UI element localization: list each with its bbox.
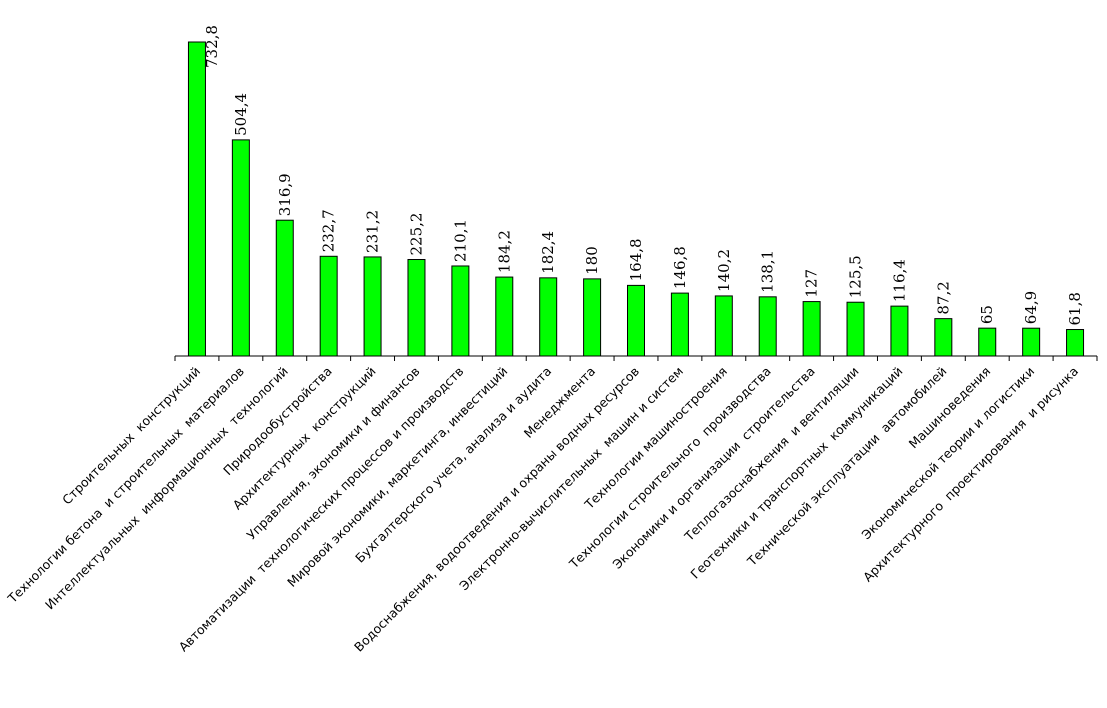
value-label: 146,8 bbox=[671, 246, 689, 289]
category-label: Геотехники и транспортных коммуникаций bbox=[687, 364, 905, 582]
bar-3 bbox=[275, 219, 294, 357]
bar-8 bbox=[495, 276, 514, 357]
value-label: 138,1 bbox=[759, 250, 777, 293]
bar-21 bbox=[1066, 329, 1085, 357]
bar-9 bbox=[539, 277, 558, 357]
category-label: Технической эксплуатации автомобилей bbox=[744, 364, 950, 570]
value-label: 232,7 bbox=[320, 209, 338, 252]
bar-6 bbox=[407, 259, 426, 357]
value-label: 140,2 bbox=[715, 249, 733, 292]
bar-15 bbox=[802, 301, 821, 357]
value-label: 732,8 bbox=[203, 25, 221, 68]
bar-20 bbox=[1022, 327, 1041, 357]
value-label: 210,1 bbox=[451, 219, 469, 262]
value-label: 116,4 bbox=[890, 259, 908, 302]
value-label: 65 bbox=[978, 305, 996, 324]
bar-7 bbox=[451, 265, 470, 357]
category-label: Автоматизации технологических процессов … bbox=[176, 364, 467, 655]
bar-12 bbox=[670, 292, 689, 357]
value-label: 87,2 bbox=[934, 281, 952, 314]
bar-2 bbox=[231, 139, 250, 357]
bar-11 bbox=[627, 284, 645, 357]
bar-13 bbox=[714, 295, 733, 357]
bar-16 bbox=[846, 301, 865, 357]
bar-4 bbox=[319, 255, 338, 357]
value-label: 316,9 bbox=[276, 173, 294, 216]
category-label: Технологии бетона и строительных материа… bbox=[4, 364, 247, 607]
bar-14 bbox=[758, 296, 777, 357]
value-label: 127 bbox=[803, 269, 821, 298]
bar-1 bbox=[187, 41, 206, 357]
bar-19 bbox=[978, 327, 997, 357]
value-label: 64,9 bbox=[1022, 291, 1040, 324]
value-label: 184,2 bbox=[495, 230, 513, 273]
bar-17 bbox=[890, 305, 909, 357]
value-label: 180 bbox=[583, 246, 601, 275]
value-label: 61,8 bbox=[1066, 292, 1084, 325]
bar-5 bbox=[363, 256, 382, 357]
category-label: Машиноведения bbox=[906, 364, 994, 452]
value-label: 164,8 bbox=[627, 238, 645, 281]
value-label: 182,4 bbox=[539, 231, 557, 274]
category-label: Водоснабжения, водоотведения и охраны во… bbox=[351, 364, 642, 655]
value-label: 504,4 bbox=[232, 93, 250, 136]
bar-18 bbox=[934, 318, 953, 357]
category-label: Технологии строительного производства bbox=[566, 364, 774, 572]
value-label: 231,2 bbox=[364, 210, 382, 253]
category-label: Экономики и организации строительства bbox=[609, 364, 817, 572]
bar-10 bbox=[583, 278, 602, 357]
value-label: 225,2 bbox=[407, 213, 425, 256]
value-label: 125,5 bbox=[847, 255, 865, 298]
